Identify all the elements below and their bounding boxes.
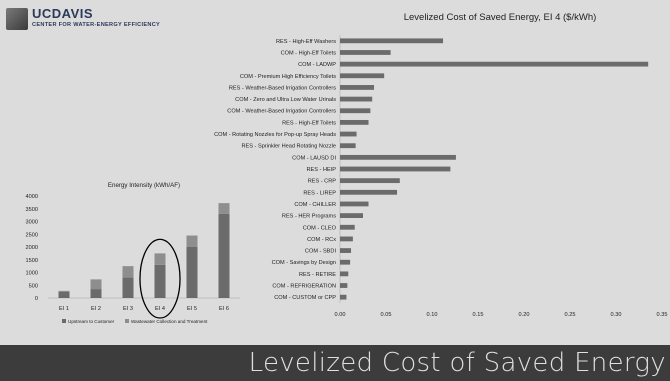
ei-bar-segment [154, 264, 166, 298]
hbar-category-label: RES - Sprinkler Head Rotating Nozzle [241, 144, 336, 150]
hbar-bar [340, 143, 356, 149]
hbar-x-tick-label: 0.10 [427, 312, 438, 318]
hbar-category-label: RES - High-Eff Washers [276, 39, 336, 45]
ucdavis-seal-icon [6, 8, 28, 30]
ei-y-tick-label: 2500 [26, 232, 38, 238]
hbar-bar [340, 85, 375, 90]
ei-x-tick-label: EI 4 [155, 306, 165, 312]
hbar-bar [340, 96, 373, 102]
ei-bar-segment [90, 289, 102, 298]
hbar-category-label: RES - CRP [308, 179, 337, 185]
hbar-bar [340, 166, 451, 172]
hbar-x-tick-label: 0.30 [611, 312, 622, 318]
ei-bar-segment [186, 235, 198, 247]
hbar-category-label: COM - Premium High Efficiency Toilets [240, 74, 336, 80]
ei-chart-title: Energy Intensity (kWh/AF) [108, 182, 180, 189]
hbar-category-label: RES - RETIRE [299, 272, 336, 278]
hbar-category-label: COM - Savings by Design [272, 260, 336, 266]
ei-y-tick-label: 4000 [26, 194, 38, 200]
ei-highlight-circle [139, 238, 181, 319]
hbar-bar [340, 61, 649, 67]
ei-y-tick-label: 500 [29, 283, 38, 289]
hbar-category-label: RES - Weather-Based Irrigation Controlle… [229, 85, 336, 91]
ei-bar-segment [186, 247, 198, 298]
ucdavis-logo: UCDAVIS CENTER FOR WATER-ENERGY EFFICIEN… [6, 6, 176, 34]
slide-title: Levelized Cost of Saved Energy [0, 345, 670, 381]
hbar-bar [340, 271, 349, 277]
hbar-bar [340, 224, 355, 230]
hbar-x-tick-label: 0.05 [381, 312, 392, 318]
hbar-category-label: COM - Zero and Ultra Low Water Urinals [235, 97, 336, 103]
ei-bar-segment [218, 203, 230, 214]
hbar-bar [340, 213, 363, 219]
hbar-bar [340, 73, 385, 79]
hbar-chart-title: Levelized Cost of Saved Energy, EI 4 ($/… [404, 12, 597, 23]
logo-secondary-text: CENTER FOR WATER-ENERGY EFFICIENCY [32, 22, 161, 28]
hbar-bar [340, 201, 369, 207]
hbar-bar [340, 131, 357, 137]
hbar-bar [340, 50, 391, 55]
hbar-category-label: RES - HEIP [306, 167, 336, 173]
ei-bar-segment [58, 290, 70, 292]
hbar-x-tick-label: 0.35 [657, 312, 668, 318]
hbar-bar [340, 178, 400, 184]
ei-y-tick-label: 2000 [26, 245, 38, 251]
ei-bar-segment [122, 266, 134, 278]
ei-y-tick-label: 1500 [26, 258, 38, 264]
ei-bar-segment [218, 213, 230, 298]
ei-bar-segment [58, 291, 70, 298]
hbar-bar [340, 189, 398, 195]
ei-x-tick-label: EI 1 [59, 306, 69, 312]
hbar-category-label: COM - CLEO [303, 225, 337, 231]
ei-bar-segment [90, 279, 102, 290]
hbar-category-label: COM - High-Eff Toilets [281, 50, 337, 56]
hbar-bar [340, 108, 371, 114]
ei-bar-segment [122, 277, 134, 298]
logo-primary-text: UCDAVIS [32, 6, 94, 21]
ei-x-tick-label: EI 6 [219, 306, 229, 312]
ei-y-tick-label: 0 [35, 296, 38, 302]
hbar-bar [340, 154, 456, 160]
hbar-x-tick-label: 0.15 [473, 312, 484, 318]
ei-legend-swatch [125, 319, 129, 323]
ei-x-tick-label: EI 2 [91, 306, 101, 312]
hbar-bar [340, 119, 369, 125]
hbar-category-label: COM - SBDI [305, 249, 337, 255]
ei-bar-segment [154, 253, 166, 265]
hbar-category-label: COM - Rotating Nozzles for Pop-up Spray … [214, 132, 336, 138]
hbar-x-tick-label: 0.25 [565, 312, 576, 318]
hbar-bar [340, 283, 348, 288]
hbar-category-label: COM - Weather-Based Irrigation Controlle… [227, 109, 336, 115]
hbar-x-tick-label: 0.20 [519, 312, 530, 318]
ei-x-tick-label: EI 5 [187, 306, 197, 312]
ei-y-tick-label: 3000 [26, 220, 38, 226]
hbar-category-label: RES - HER Programs [282, 214, 336, 220]
hbar-category-label: RES - High-Eff Toilets [282, 120, 336, 126]
hbar-category-label: RES - LIREP [303, 190, 336, 196]
ei-y-tick-label: 1000 [26, 271, 38, 277]
hbar-category-label: COM - CUSTOM or CPP [274, 295, 336, 301]
hbar-category-label: COM - LADWP [298, 62, 336, 68]
hbar-bar [340, 38, 444, 44]
hbar-category-label: COM - RCx [307, 237, 336, 243]
hbar-bar [340, 248, 352, 253]
ei-legend-label: Upstream to Customer [68, 319, 115, 324]
hbar-bar [340, 294, 347, 300]
hbar-category-label: COM - CHILLER [294, 202, 336, 208]
ei-legend-label: Wastewater Collection and Treatment [131, 319, 208, 324]
hbar-category-label: COM - LAUSD DI [292, 155, 336, 161]
ei-x-tick-label: EI 3 [123, 306, 133, 312]
hbar-category-label: COM - REFRIGERATION [272, 284, 336, 290]
hbar-bar [340, 259, 351, 265]
ei-y-tick-label: 3500 [26, 207, 38, 213]
ei-legend-swatch [62, 319, 66, 323]
hbar-x-tick-label: 0.00 [335, 312, 346, 318]
hbar-bar [340, 236, 353, 242]
